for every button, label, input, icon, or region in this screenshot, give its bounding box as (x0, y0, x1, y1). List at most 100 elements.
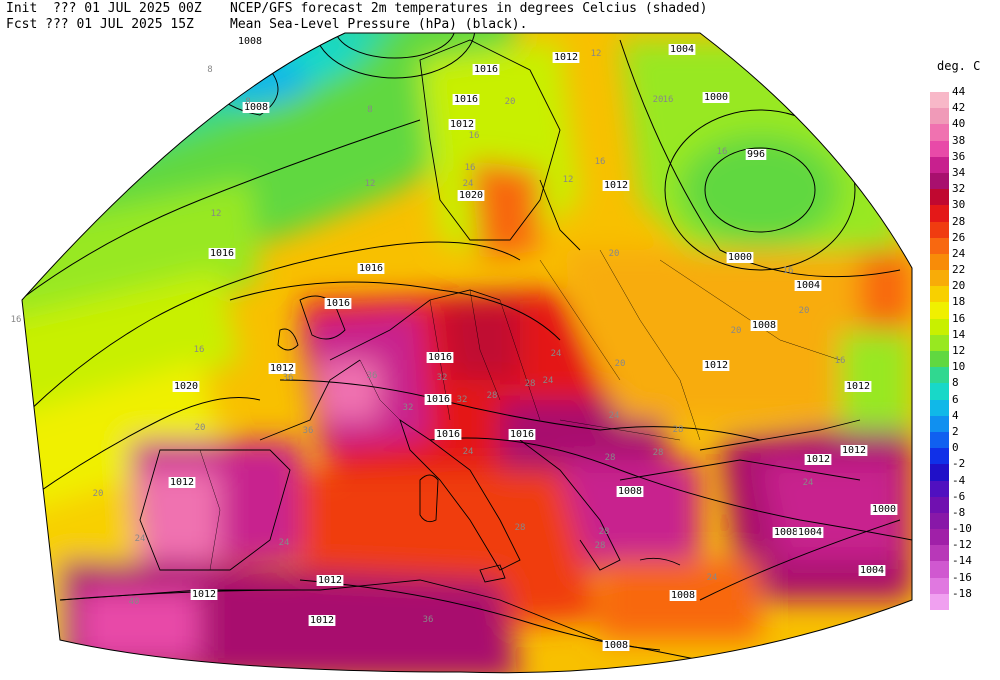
legend-swatch (930, 270, 949, 287)
isobar-label: 1004 (796, 280, 820, 291)
isobar-label: 1008 (618, 486, 642, 497)
temperature-label: 12 (211, 209, 222, 219)
temperature-label: 36 (367, 371, 378, 381)
legend-entry: 42 (930, 102, 1000, 125)
legend-label: -18 (952, 586, 972, 600)
legend-swatch (930, 529, 949, 546)
temperature-label: 20 (195, 423, 206, 433)
temperature-label: 12 (563, 175, 574, 185)
legend-swatch (930, 124, 949, 141)
temperature-label: 8 (367, 105, 372, 115)
temperature-label: 36 (303, 426, 314, 436)
temperature-label: 20 (93, 489, 104, 499)
fcst-value: ??? 01 JUL 2025 15Z (45, 17, 194, 32)
legend-entry: 36 (930, 150, 1000, 173)
temperature-label: 36 (283, 373, 294, 383)
legend-entry: 28 (930, 215, 1000, 238)
temperature-label: 12 (591, 49, 602, 59)
isobar-label: 1020 (174, 381, 198, 392)
temperature-label: 36 (423, 615, 434, 625)
legend-label: 22 (952, 263, 966, 277)
legend-label: 4 (952, 408, 959, 422)
legend-label: 2 (952, 424, 959, 438)
isobar-label-bg (316, 575, 344, 586)
isobar-label: 1004 (860, 565, 884, 576)
legend-label: -8 (952, 505, 966, 519)
isobar-label-bg (190, 589, 218, 600)
isobar-label-bg (472, 64, 500, 75)
legend-entry: -6 (930, 490, 1000, 513)
temperature-label: 24 (463, 179, 474, 189)
temperature-label: 28 (653, 448, 664, 458)
legend-entry: -4 (930, 474, 1000, 497)
legend-label: -2 (952, 457, 966, 471)
isobar-label-bg (168, 477, 196, 488)
legend-label: 6 (952, 392, 959, 406)
coastlines (59, 39, 861, 661)
legend-entry: 26 (930, 231, 1000, 254)
fcst-label: Fcst (6, 17, 38, 32)
legend-swatch (930, 480, 949, 497)
isobar-label: 1012 (192, 589, 216, 600)
temperature-label: 24 (707, 573, 718, 583)
legend-swatch (930, 399, 949, 416)
temperature-label: 24 (279, 538, 290, 548)
legend-entry: 14 (930, 328, 1000, 351)
temperature-label: 16 (595, 157, 606, 167)
legend-swatch (930, 92, 949, 109)
isobar-label-bg (457, 190, 485, 201)
legend-entry: 34 (930, 166, 1000, 190)
legend-swatch (930, 367, 949, 384)
isobar-label: 1016 (474, 64, 498, 75)
isobar-label-bg (858, 565, 886, 576)
temperature-label: 16 (11, 315, 22, 325)
isobar-label-bg (804, 454, 832, 465)
isobar-label-bg (324, 298, 352, 309)
temperature-label: 8 (207, 65, 212, 75)
isobar-label: 1012 (318, 575, 342, 586)
isobar-label: 1000 (872, 504, 896, 515)
color-legend: 44 42 40 38 36 34 32 30 28 26 24 22 20 18 16 14 12 10 8 6 4 2… (930, 86, 1000, 610)
isobar-label: 1020 (459, 190, 483, 201)
isobar-label-bg (357, 263, 385, 274)
isobar-label: 1016 (359, 263, 383, 274)
legend-swatch (930, 448, 949, 465)
legend-label: 8 (952, 376, 959, 390)
temperature-label: 32 (437, 373, 448, 383)
isobar-label-bg (602, 640, 630, 651)
legend-label: -10 (952, 522, 972, 536)
legend-swatch (930, 253, 949, 271)
temperature-label: 20 (731, 326, 742, 336)
legend-label: 38 (952, 133, 966, 147)
legend-label: 42 (952, 101, 966, 115)
legend-entry: 38 (930, 134, 1000, 157)
legend-entry: -8 (930, 506, 1000, 530)
title-line-1: NCEP/GFS forecast 2m temperatures in deg… (230, 1, 708, 16)
isobar-label-bg (750, 320, 778, 331)
fcst-line: Fcst ??? 01 JUL 2025 15Z (6, 17, 194, 33)
isobar-label-bg (702, 92, 730, 103)
isobar-label: 1012 (806, 454, 830, 465)
legend-swatch (930, 545, 949, 562)
isobar-label-bg (702, 360, 730, 371)
temperature-label: 16 (469, 131, 480, 141)
temperature-label: 20 (615, 359, 626, 369)
temperature-label: 32 (403, 403, 414, 413)
isobar-label: 1008 (752, 320, 776, 331)
isobar-label: 1008 (774, 527, 798, 538)
isobar-label: 1004 (798, 527, 822, 538)
legend-entry: -14 (930, 555, 1000, 578)
legend-entry: 40 (930, 118, 1000, 141)
legend-label: -12 (952, 538, 972, 552)
legend-swatch (930, 561, 949, 578)
isobar-label: 1016 (454, 94, 478, 105)
legend-swatch (930, 464, 949, 481)
legend-entry: -16 (930, 571, 1000, 594)
isobar-label-bg (602, 180, 630, 191)
temperature-label: 16 (717, 147, 728, 157)
legend-swatch (930, 221, 949, 238)
isobar-label: 1012 (604, 180, 628, 191)
legend-label: 20 (952, 279, 966, 293)
legend-swatch (930, 108, 949, 125)
isobar-label: 1012 (554, 52, 578, 63)
